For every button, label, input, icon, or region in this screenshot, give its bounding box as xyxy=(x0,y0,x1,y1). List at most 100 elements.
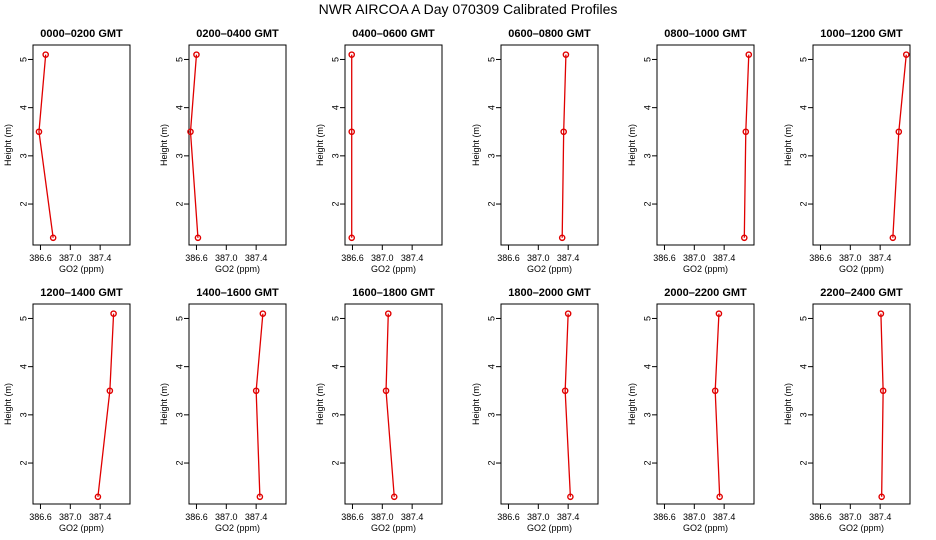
x-tick-label: 386.6 xyxy=(341,512,364,522)
x-tick-label: 386.6 xyxy=(497,253,520,263)
y-tick-label: 3 xyxy=(642,412,652,417)
x-tick-label: 387.4 xyxy=(869,512,892,522)
y-tick-label: 5 xyxy=(798,57,808,62)
x-tick-label: 386.6 xyxy=(809,253,832,263)
profile-point xyxy=(94,493,102,501)
profile-point xyxy=(742,128,750,136)
y-tick-label: 5 xyxy=(18,316,28,321)
x-tick-label: 387.0 xyxy=(527,253,550,263)
plot-frame xyxy=(32,303,131,505)
profile-panel-3: 0400–0600 GMT 386.6 387.0 387.4 2 3 4 5 GO2 (ppm… xyxy=(315,28,443,274)
profile-point xyxy=(889,234,897,242)
profile-line xyxy=(97,313,115,497)
x-tick-label: 387.0 xyxy=(683,512,706,522)
x-tick-label: 387.0 xyxy=(839,512,862,522)
profile-point xyxy=(348,128,356,136)
profile-panel-12: 2200–2400 GMT 386.6 387.0 387.4 2 3 4 5 GO2 (ppm… xyxy=(783,287,911,533)
profile-point xyxy=(567,493,574,501)
y-tick-label: 5 xyxy=(174,57,184,62)
y-tick-label: 3 xyxy=(18,412,28,417)
y-tick-label: 3 xyxy=(174,153,184,158)
plot-frame xyxy=(32,44,131,246)
profile-point xyxy=(745,51,753,58)
profile-panel-9: 1600–1800 GMT 386.6 387.0 387.4 2 3 4 5 GO2 (ppm… xyxy=(315,287,443,533)
x-tick-label: 386.6 xyxy=(653,512,676,522)
y-tick-label: 4 xyxy=(18,105,28,110)
profile-point xyxy=(558,234,566,242)
panel-title: 2000–2200 GMT xyxy=(664,287,747,299)
y-tick-label: 5 xyxy=(642,57,652,62)
y-tick-label: 5 xyxy=(330,316,340,321)
plot-frame xyxy=(500,44,599,246)
profile-line xyxy=(189,54,199,238)
x-axis-label: GO2 (ppm) xyxy=(371,523,416,533)
profile-point xyxy=(187,128,194,136)
y-axis-label: Height (m) xyxy=(315,383,325,425)
plot-frame xyxy=(656,44,755,246)
plot-frame xyxy=(188,303,287,505)
y-tick-label: 2 xyxy=(486,461,496,466)
x-axis-label: GO2 (ppm) xyxy=(527,264,572,274)
x-tick-label: 387.0 xyxy=(215,253,238,263)
x-tick-label: 387.0 xyxy=(683,253,706,263)
y-axis-label: Height (m) xyxy=(471,383,481,425)
y-tick-label: 4 xyxy=(330,105,340,110)
x-tick-label: 387.0 xyxy=(371,253,394,263)
y-tick-label: 3 xyxy=(486,412,496,417)
plot-frame xyxy=(500,303,599,505)
x-tick-label: 387.0 xyxy=(527,512,550,522)
y-tick-label: 4 xyxy=(486,105,496,110)
profile-point xyxy=(741,234,748,242)
profile-point xyxy=(348,234,356,242)
y-tick-label: 4 xyxy=(642,105,652,110)
profile-line xyxy=(564,313,572,497)
x-axis-label: GO2 (ppm) xyxy=(839,523,884,533)
profile-point xyxy=(877,310,885,317)
y-tick-label: 2 xyxy=(798,202,808,207)
x-tick-label: 387.0 xyxy=(371,512,394,522)
x-tick-label: 387.4 xyxy=(557,253,580,263)
panel-title: 1800–2000 GMT xyxy=(508,287,591,299)
profile-point xyxy=(382,387,390,395)
plot-frame xyxy=(344,303,443,505)
y-tick-label: 2 xyxy=(18,461,28,466)
profile-panel-7: 1200–1400 GMT 386.6 387.0 387.4 2 3 4 5 GO2 (ppm… xyxy=(3,287,131,533)
profile-panel-10: 1800–2000 GMT 386.6 387.0 387.4 2 3 4 5 GO2 (ppm… xyxy=(471,287,599,533)
panel-title: 1400–1600 GMT xyxy=(196,287,279,299)
plot-frame xyxy=(812,303,911,505)
y-tick-label: 3 xyxy=(330,412,340,417)
x-axis-label: GO2 (ppm) xyxy=(371,264,416,274)
y-axis-label: Height (m) xyxy=(159,124,169,166)
plot-frame xyxy=(656,303,755,505)
y-tick-label: 4 xyxy=(18,364,28,369)
y-tick-label: 2 xyxy=(330,461,340,466)
y-tick-label: 5 xyxy=(642,316,652,321)
profile-point xyxy=(259,310,267,317)
y-tick-label: 2 xyxy=(330,202,340,207)
x-axis-label: GO2 (ppm) xyxy=(59,264,104,274)
profile-line xyxy=(880,313,884,497)
profile-panel-4: 0600–0800 GMT 386.6 387.0 387.4 2 3 4 5 GO2 (ppm… xyxy=(471,28,599,274)
x-tick-label: 387.4 xyxy=(245,253,268,263)
profile-point xyxy=(878,493,885,501)
y-axis-label: Height (m) xyxy=(159,383,169,425)
y-axis-label: Height (m) xyxy=(783,383,793,425)
y-tick-label: 2 xyxy=(642,202,652,207)
profile-point xyxy=(348,51,356,58)
x-tick-label: 387.4 xyxy=(557,512,580,522)
x-axis-label: GO2 (ppm) xyxy=(215,523,260,533)
profile-point xyxy=(256,493,264,501)
y-tick-label: 3 xyxy=(798,153,808,158)
profile-point xyxy=(42,51,49,58)
profile-line xyxy=(385,313,395,497)
x-tick-label: 387.4 xyxy=(245,512,268,522)
y-tick-label: 4 xyxy=(174,105,184,110)
y-tick-label: 2 xyxy=(174,461,184,466)
y-tick-label: 2 xyxy=(642,461,652,466)
x-tick-label: 387.4 xyxy=(89,512,112,522)
y-tick-label: 4 xyxy=(486,364,496,369)
profile-line xyxy=(561,54,567,238)
x-tick-label: 386.6 xyxy=(185,253,208,263)
x-tick-label: 387.4 xyxy=(401,512,424,522)
